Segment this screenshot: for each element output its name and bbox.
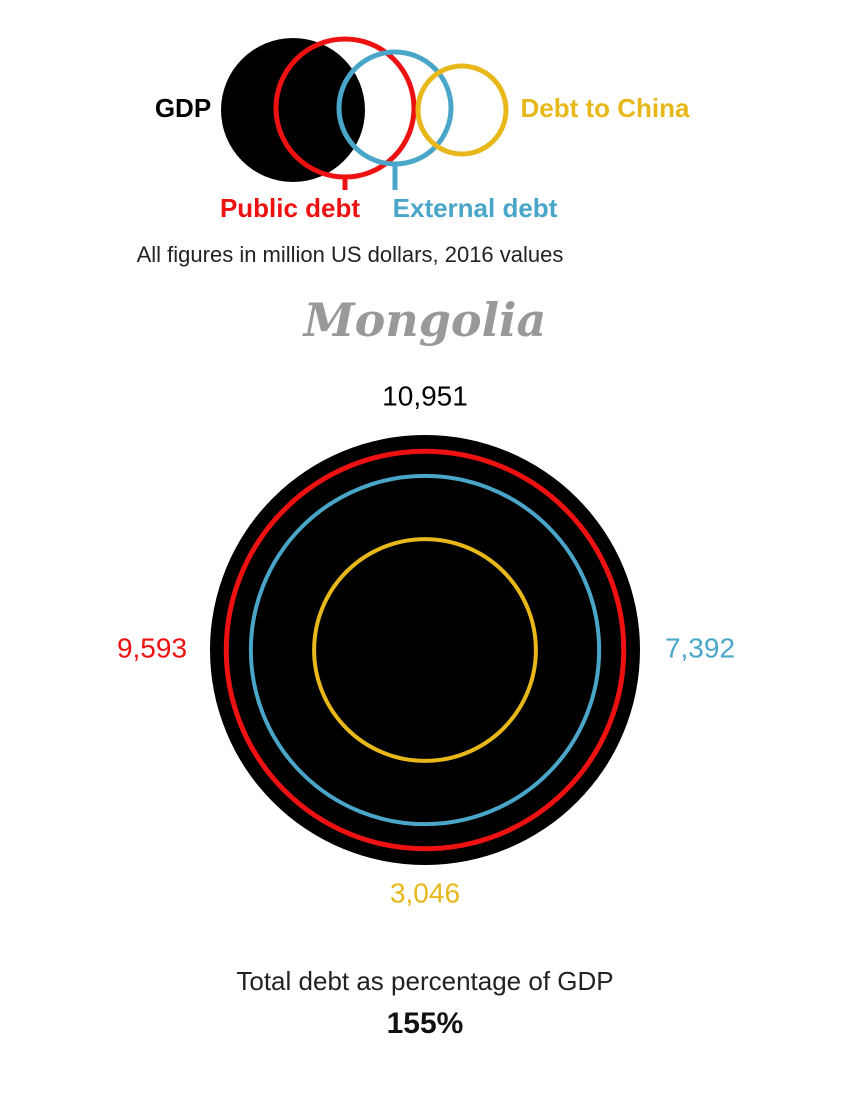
value-label: 7,392	[665, 632, 735, 663]
legend-label: Public debt	[220, 193, 360, 223]
circles	[210, 435, 640, 865]
footer-label: Total debt as percentage of GDP	[236, 966, 613, 996]
circle-ring	[312, 537, 538, 763]
value-label: 10,951	[382, 380, 468, 411]
legend-label: GDP	[155, 93, 211, 123]
value-label: 9,593	[117, 632, 187, 663]
legend-icon-gdp	[221, 38, 365, 182]
legend-label: External debt	[393, 193, 558, 223]
chart-title: Mongolia	[302, 293, 547, 347]
circle-ring	[223, 448, 627, 852]
footer-value: 155%	[387, 1007, 464, 1040]
circle-gdp	[210, 435, 640, 865]
circle-ring	[248, 473, 602, 827]
legend-label: Debt to China	[521, 93, 691, 123]
legend-icon-china	[415, 63, 509, 157]
subtitle: All figures in million US dollars, 2016 …	[137, 242, 564, 267]
value-label: 3,046	[390, 877, 460, 908]
